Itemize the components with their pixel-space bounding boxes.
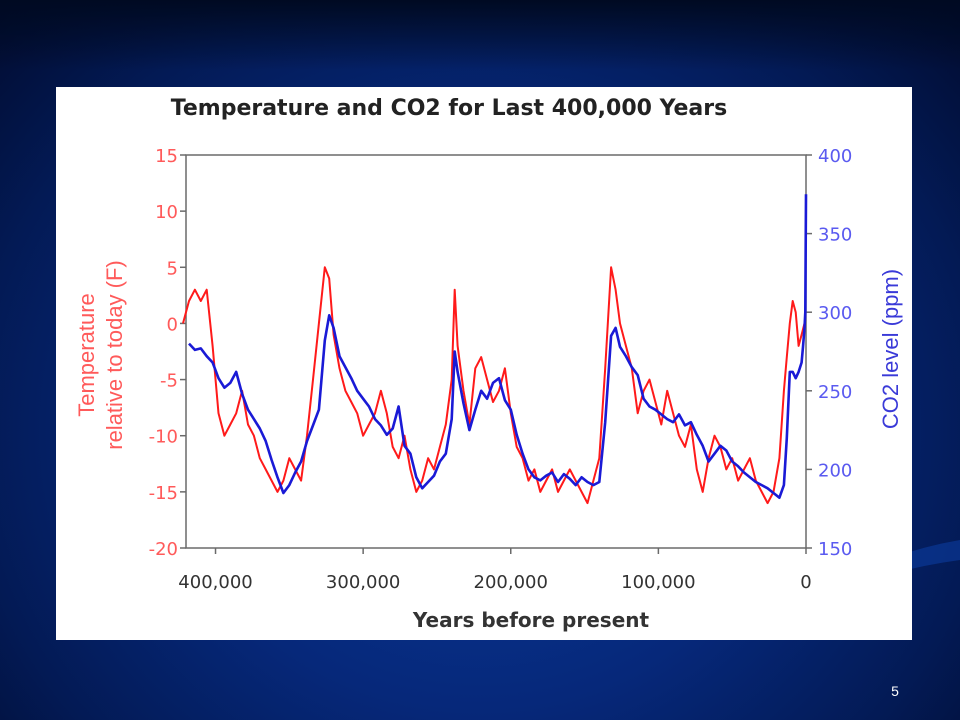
x-axis-label: Years before present: [412, 608, 650, 632]
y-axis-right-label: CO2 level (ppm): [878, 269, 903, 429]
y-tick-label: -5: [160, 371, 178, 392]
y-axis-left-label: Temperature relative to today (F): [74, 260, 127, 450]
chart: Temperature and CO2 for Last 400,000 Yea…: [74, 96, 903, 632]
y-axis-left-label-line1: Temperature: [74, 293, 99, 417]
chart-title: Temperature and CO2 for Last 400,000 Yea…: [171, 96, 727, 121]
y-axis-left: 15 10 5 0 -5 -10 -15 -20: [149, 146, 186, 560]
y-tick-label: -20: [149, 539, 178, 560]
x-tick-label: 400,000: [178, 572, 252, 593]
y2-tick-label: 400: [818, 146, 852, 167]
y-axis-right: 400 350 300 250 200 150: [806, 146, 852, 560]
y-tick-label: -15: [149, 483, 178, 504]
co2-series-line: [188, 194, 808, 500]
x-tick-label: 300,000: [326, 572, 400, 593]
y-tick-label: 0: [167, 314, 178, 335]
y2-tick-label: 200: [818, 460, 852, 481]
plot-frame: [185, 154, 807, 549]
slide-top-band: [0, 0, 960, 70]
x-tick-label: 200,000: [474, 572, 548, 593]
series-layer: [182, 194, 808, 505]
x-axis: 400,000 300,000 200,000 100,000 0: [178, 548, 812, 593]
y-tick-label: 5: [167, 258, 178, 279]
page-number: 5: [891, 683, 899, 699]
y2-tick-label: 250: [818, 382, 852, 403]
y2-tick-label: 300: [818, 303, 852, 324]
y2-tick-label: 350: [818, 225, 852, 246]
chart-panel: Temperature and CO2 for Last 400,000 Yea…: [56, 87, 912, 640]
y-tick-label: 15: [155, 146, 178, 167]
x-tick-label: 100,000: [621, 572, 695, 593]
y-tick-label: -10: [149, 427, 178, 448]
y-axis-left-label-line2: relative to today (F): [102, 260, 127, 450]
temperature-series-line: [182, 266, 806, 505]
y-tick-label: 10: [155, 202, 178, 223]
y2-tick-label: 150: [818, 539, 852, 560]
x-tick-label: 0: [800, 572, 811, 593]
